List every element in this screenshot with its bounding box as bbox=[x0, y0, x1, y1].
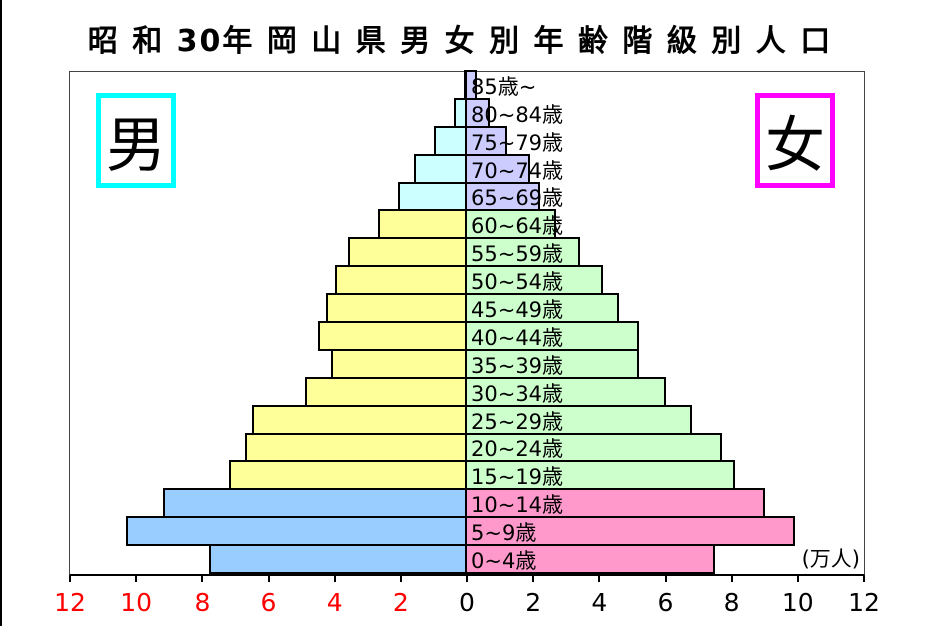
bar-male-10~14歳 bbox=[162, 488, 467, 519]
age-group-label: 35~39歳 bbox=[471, 353, 564, 378]
bar-male-5~9歳 bbox=[126, 516, 467, 547]
age-group-label: 40~44歳 bbox=[471, 325, 564, 350]
age-group-label: 30~34歳 bbox=[471, 381, 564, 406]
axis-tick-label: 4 bbox=[591, 588, 608, 617]
bar-male-0~4歳 bbox=[209, 544, 467, 574]
age-group-label: 60~64歳 bbox=[471, 214, 564, 239]
bar-female-85歳~ bbox=[465, 70, 477, 100]
female-legend-box: 女 bbox=[755, 93, 835, 188]
axis-tick bbox=[863, 576, 865, 582]
female-legend-label: 女 bbox=[765, 111, 825, 181]
axis-tick bbox=[532, 576, 535, 582]
age-group-label: 65~69歳 bbox=[471, 186, 564, 211]
axis-tick bbox=[267, 576, 270, 582]
axis-tick bbox=[69, 576, 71, 582]
axis-tick-label: 10 bbox=[781, 588, 814, 617]
age-group-label: 5~9歳 bbox=[471, 521, 537, 546]
bar-male-70~74歳 bbox=[414, 153, 467, 184]
plot-area: (万人) 0~4歳 5~9歳 10~14歳 15~19歳 20~24歳 25~29歳 30~… bbox=[54, 70, 880, 617]
axis-tick bbox=[333, 576, 336, 582]
chart-title: 昭 和 30年 岡 山 県 男 女 別 年 齢 階 級 別 人 口 bbox=[87, 24, 833, 59]
axis-tick bbox=[399, 576, 402, 582]
age-group-label: 55~59歳 bbox=[471, 242, 564, 267]
bar-male-40~44歳 bbox=[318, 321, 467, 351]
bar-female-60~64歳 bbox=[465, 209, 557, 240]
axis-tick-label: 4 bbox=[326, 588, 343, 617]
bar-male-50~54歳 bbox=[334, 265, 467, 296]
bar-female-80~84歳 bbox=[465, 97, 491, 128]
axis-tick bbox=[796, 576, 799, 582]
axis-tick-label: 6 bbox=[657, 588, 674, 617]
age-group-label: 0~4歳 bbox=[471, 549, 537, 574]
bar-male-75~79歳 bbox=[433, 125, 467, 156]
axis-tick bbox=[466, 576, 468, 582]
bar-male-20~24歳 bbox=[245, 432, 467, 463]
age-group-label: 45~49歳 bbox=[471, 298, 564, 323]
axis-tick-label: 6 bbox=[260, 588, 277, 617]
age-group-label: 15~19歳 bbox=[471, 465, 564, 490]
age-group-label: 20~24歳 bbox=[471, 437, 564, 462]
axis-tick bbox=[664, 576, 667, 582]
age-group-label: 75~79歳 bbox=[471, 130, 564, 155]
male-legend-box: 男 bbox=[96, 93, 176, 188]
age-group-label: 25~29歳 bbox=[471, 409, 564, 434]
bar-female-30~34歳 bbox=[465, 376, 666, 407]
axis-tick-label: 2 bbox=[392, 588, 409, 617]
bar-male-45~49歳 bbox=[326, 293, 467, 323]
bar-male-30~34歳 bbox=[304, 376, 467, 407]
bar-male-55~59歳 bbox=[347, 237, 467, 268]
screen-left-edge bbox=[0, 0, 2, 626]
age-group-label: 70~74歳 bbox=[471, 158, 564, 183]
age-group-label: 80~84歳 bbox=[471, 102, 564, 127]
axis-tick-label: 2 bbox=[525, 588, 542, 617]
axis-tick bbox=[598, 576, 601, 582]
axis-tick-label: 12 bbox=[54, 588, 86, 617]
bar-male-15~19歳 bbox=[228, 460, 467, 491]
bar-male-60~64歳 bbox=[377, 209, 467, 240]
axis-tick bbox=[135, 576, 138, 582]
axis-tick-label: 10 bbox=[120, 588, 153, 617]
axis-tick-label: 8 bbox=[194, 588, 211, 617]
bar-male-25~29歳 bbox=[252, 404, 467, 435]
axis-tick bbox=[201, 576, 204, 582]
age-group-label: 85歳~ bbox=[471, 74, 537, 99]
bar-male-65~69歳 bbox=[397, 181, 467, 212]
axis-tick-label: 0 bbox=[459, 588, 475, 617]
bar-male-35~39歳 bbox=[331, 348, 467, 379]
axis-tick-label: 12 bbox=[848, 588, 880, 617]
bar-female-5~9歳 bbox=[465, 516, 795, 547]
axis-tick bbox=[730, 576, 733, 582]
axis-unit-label: (万人) bbox=[801, 547, 860, 571]
axis-tick-label: 8 bbox=[723, 588, 740, 617]
age-group-label: 50~54歳 bbox=[471, 270, 564, 295]
male-legend-label: 男 bbox=[106, 111, 166, 181]
age-group-label: 10~14歳 bbox=[471, 493, 564, 518]
